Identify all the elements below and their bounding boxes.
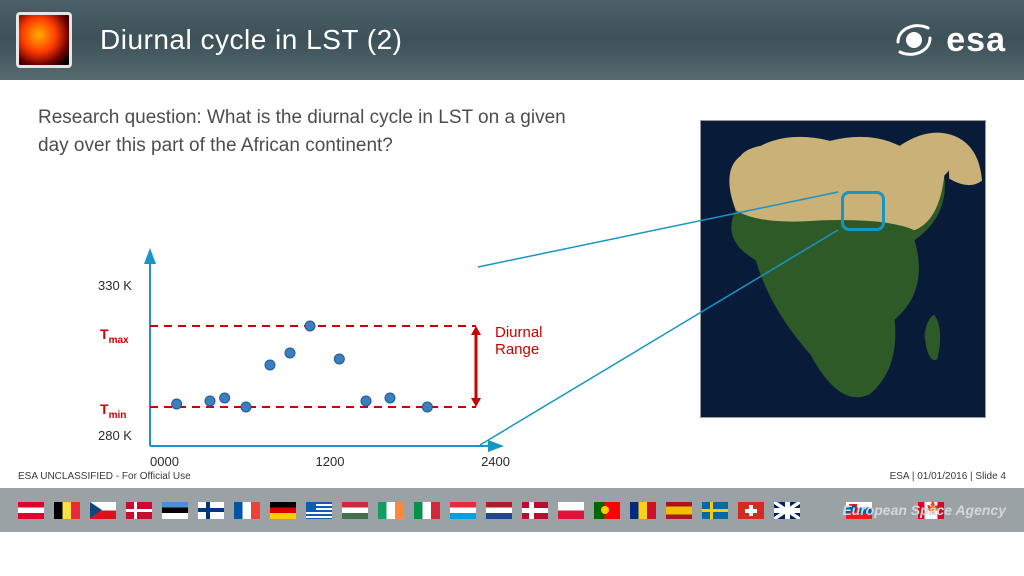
flag-fr <box>234 502 260 519</box>
slide-body: Research question: What is the diurnal c… <box>0 80 1024 532</box>
flag-blank <box>810 502 836 519</box>
esa-wordmark: esa <box>946 21 1006 60</box>
flag-de <box>270 502 296 519</box>
flag-ee <box>162 502 188 519</box>
flag-pt <box>594 502 620 519</box>
research-question: Research question: What is the diurnal c… <box>38 104 578 159</box>
xtick: 2400 <box>481 454 510 469</box>
flag-cz <box>90 502 116 519</box>
flag-fi <box>198 502 224 519</box>
tmin-label: Tmin <box>100 401 126 421</box>
flag-be <box>54 502 80 519</box>
xtick: 1200 <box>316 454 345 469</box>
flag-it <box>414 502 440 519</box>
cci-tile-icon <box>16 12 72 68</box>
chart-svg <box>90 246 570 476</box>
flag-gb <box>774 502 800 519</box>
slide-title: Diurnal cycle in LST (2) <box>100 24 402 56</box>
flag-ch <box>738 502 764 519</box>
xtick: 0000 <box>150 454 179 469</box>
flag-se <box>702 502 728 519</box>
flag-no <box>522 502 548 519</box>
flag-es <box>666 502 692 519</box>
flag-ie <box>378 502 404 519</box>
flag-gr <box>306 502 332 519</box>
header-bar: Diurnal cycle in LST (2) esa <box>0 0 1024 80</box>
flag-hu <box>342 502 368 519</box>
flag-ro <box>630 502 656 519</box>
flags-row <box>18 502 944 519</box>
flag-lu <box>450 502 476 519</box>
flag-dk <box>126 502 152 519</box>
region-of-interest-box <box>841 191 885 231</box>
flag-bar: European Space Agency <box>0 488 1024 532</box>
esa-swirl-icon <box>892 18 936 62</box>
flag-pl <box>558 502 584 519</box>
diurnal-chart: 330 K Tmax Tmin 280 K 0000 1200 2400 Diu… <box>90 246 510 476</box>
tmax-label: Tmax <box>100 326 129 346</box>
africa-svg <box>701 121 985 417</box>
esa-logo: esa <box>892 18 1006 62</box>
footer-right: ESA | 01/01/2016 | Slide 4 <box>890 471 1006 482</box>
ytick-bottom: 280 K <box>98 428 132 443</box>
agency-wordmark: European Space Agency <box>842 502 1006 518</box>
flag-nl <box>486 502 512 519</box>
flag-at <box>18 502 44 519</box>
xtick-row: 0000 1200 2400 <box>150 454 510 469</box>
africa-map <box>700 120 986 418</box>
diurnal-range-label: Diurnal Range <box>495 324 543 359</box>
ytick-top: 330 K <box>98 278 132 293</box>
footer-left: ESA UNCLASSIFIED - For Official Use <box>18 471 191 482</box>
